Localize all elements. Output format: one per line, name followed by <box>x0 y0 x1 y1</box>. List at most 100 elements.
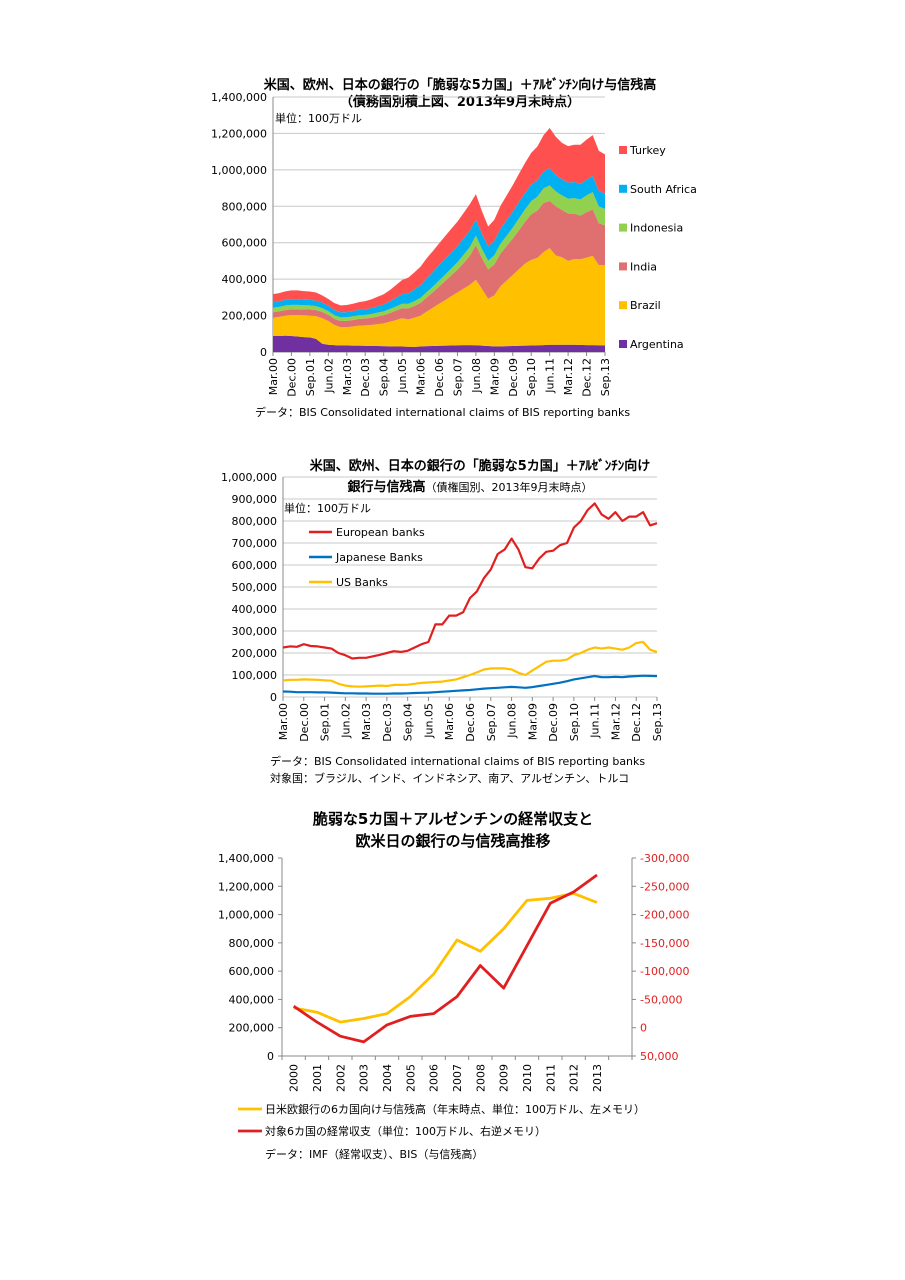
legend-label-turkey: Turkey <box>629 144 666 157</box>
chart2-y-tick-label: 1,000,000 <box>221 471 277 484</box>
chart3-left-tick-label: 600,000 <box>229 965 275 978</box>
chart3-right-tick-label: 50,000 <box>640 1050 679 1063</box>
chart3-x-tick-label: 2011 <box>544 1064 557 1092</box>
chart2-x-tick-label: Dec.03 <box>381 703 394 742</box>
area-south-africa <box>273 168 605 318</box>
chart1-x-tick-label: Sep.07 <box>451 358 464 396</box>
chart1-unit: 単位：100万ドル <box>275 111 362 125</box>
chart3-right-tick-label: -100,000 <box>640 965 689 978</box>
chart2-x-tick-label: Dec.06 <box>464 703 477 742</box>
chart2-source: データ：BIS Consolidated international claim… <box>270 754 645 768</box>
chart1-x-tick-label: Jun.08 <box>470 358 483 394</box>
chart3-left-tick-label: 800,000 <box>229 937 275 950</box>
chart3-left-tick-label: 1,200,000 <box>218 880 274 893</box>
chart3-left-tick-label: 1,000,000 <box>218 909 274 922</box>
chart3-x-tick-label: 2013 <box>591 1064 604 1092</box>
chart2-subtitle: 銀行与信残高（債権国別、2013年9月末時点） <box>347 479 592 495</box>
chart1-x-tick-label: Mar.12 <box>562 358 575 395</box>
chart2-y-tick-label: 800,000 <box>232 515 278 528</box>
legend-label-us-banks: US Banks <box>336 576 388 589</box>
chart1-source: データ：BIS Consolidated international claim… <box>255 405 630 419</box>
chart2-y-tick-label: 300,000 <box>232 625 278 638</box>
chart1-y-tick-label: 1,400,000 <box>211 91 267 104</box>
chart3-right-tick-label: -200,000 <box>640 909 689 922</box>
chart1-x-tick-label: Mar.09 <box>488 358 501 395</box>
chart2-x-axis: Mar.00 Dec.00 Sep.01 Jun.02 Mar.03 Dec.03 Sep.… <box>277 697 664 742</box>
chart3-x-tick-label: 2003 <box>358 1064 371 1092</box>
chart2-x-tick-label: Dec.00 <box>298 703 311 742</box>
chart2-x-tick-label: Sep.04 <box>402 703 415 741</box>
chart3-x-tick-label: 2005 <box>404 1064 417 1092</box>
chart1-x-tick-label: Jun.11 <box>544 358 557 394</box>
chart2-x-tick-label: Mar.12 <box>609 703 622 740</box>
chart1-x-tick-label: Sep.10 <box>525 358 538 396</box>
legend-swatch-turkey <box>619 146 627 154</box>
chart3-x-tick-label: 2012 <box>568 1064 581 1092</box>
area-turkey <box>273 127 605 313</box>
legend-swatch-argentina <box>619 340 627 348</box>
chart2-unit: 単位：100万ドル <box>284 501 371 515</box>
chart2-x-tick-label: Jun.11 <box>589 703 602 739</box>
chart3-legend: 日米欧銀行の6カ国向け与信残高（年末時点、単位：100万ドル、左メモリ） 対象6カ… <box>238 1102 645 1138</box>
legend-swatch-indonesia <box>619 223 627 232</box>
area-indonesia <box>273 185 605 322</box>
chart1-subtitle: （債務国別積上図、2013年9月末時点） <box>340 94 580 110</box>
chart1-y-tick-label: 0 <box>260 346 267 359</box>
chart1-legend: Turkey South Africa Indonesia India Brazil Ar… <box>619 144 697 351</box>
chart2-y-tick-label: 500,000 <box>232 581 278 594</box>
chart1-y-tick-label: 600,000 <box>222 237 268 250</box>
chart2-x-tick-label: Sep.13 <box>651 703 664 741</box>
legend-label-south-africa: South Africa <box>630 183 697 196</box>
chart1-x-tick-label: Mar.00 <box>267 358 280 395</box>
chart2-subtitle-bold: 銀行与信残高 <box>347 479 425 495</box>
chart3-left-axis: 0 200,000 400,000 600,000 800,000 1,000,000 1,… <box>218 852 282 1063</box>
chart1-x-tick-label: Mar.06 <box>415 358 428 395</box>
legend-label-japanese-banks: Japanese Banks <box>335 551 423 564</box>
chart3-frame <box>281 858 633 1057</box>
chart1-x-tick-label: Mar.03 <box>341 358 354 395</box>
line-series-1 <box>293 892 598 1024</box>
chart1-x-tick-label: Jun.05 <box>396 358 409 394</box>
area-argentina <box>273 335 605 352</box>
chart3-title-line2: 欧米日の銀行の与信残高推移 <box>355 832 550 850</box>
banks-line-chart: 米国、欧州、日本の銀行の「脆弱な5カ国」＋ｱﾙｾﾞﾝﾁﾝ向け 銀行与信残高（債権… <box>221 458 664 785</box>
chart3-legend-label-2: 対象6カ国の経常収支（単位：100万ドル、右逆メモリ） <box>265 1124 546 1138</box>
chart2-x-tick-label: Dec.09 <box>547 703 560 742</box>
chart1-x-tick-label: Sep.13 <box>599 358 612 396</box>
legend-swatch-brazil <box>619 301 627 310</box>
stacked-area-chart: 米国、欧州、日本の銀行の「脆弱な5カ国」＋ｱﾙｾﾞﾝﾁﾝ向け与信残高 （債務国別… <box>211 77 697 419</box>
chart3-right-tick-label: -150,000 <box>640 937 689 950</box>
chart3-left-tick-label: 1,400,000 <box>218 852 274 865</box>
chart3-title-line1: 脆弱な5カ国＋アルゼンチンの経常収支と <box>313 810 593 828</box>
chart3-x-axis: 2000 2001 2002 2003 2004 2005 2006 2007 2008 2009… <box>281 1056 633 1092</box>
chart2-y-tick-label: 600,000 <box>232 559 278 572</box>
chart2-x-tick-label: Mar.03 <box>360 703 373 740</box>
legend-label-brazil: Brazil <box>630 299 661 312</box>
chart3-left-tick-label: 0 <box>267 1050 274 1063</box>
chart2-x-tick-label: Mar.09 <box>526 703 539 740</box>
chart2-x-tick-label: Dec.12 <box>630 703 643 742</box>
chart3-x-tick-label: 2008 <box>474 1064 487 1092</box>
chart2-y-tick-label: 400,000 <box>232 603 278 616</box>
chart3-right-tick-label: -50,000 <box>640 993 682 1006</box>
chart1-y-axis: 0 200,000 400,000 600,000 800,000 1,000,000 1,… <box>211 91 267 359</box>
chart2-x-tick-label: Sep.07 <box>485 703 498 741</box>
chart2-x-tick-label: Jun.02 <box>339 703 352 739</box>
chart2-x-tick-label: Mar.00 <box>277 703 290 740</box>
chart3-x-tick-label: 2006 <box>428 1064 441 1092</box>
chart1-areas <box>273 127 605 352</box>
chart1-x-tick-label: Dec.12 <box>581 358 594 397</box>
chart1-x-tick-label: Sep.04 <box>378 358 391 396</box>
chart2-lines <box>282 502 658 695</box>
chart2-x-tick-label: Mar.06 <box>443 703 456 740</box>
chart2-note: 対象国：ブラジル、インド、インドネシア、南ア、アルゼンチン、トルコ <box>270 771 629 785</box>
chart1-x-tick-label: Dec.00 <box>285 358 298 397</box>
chart2-y-tick-label: 0 <box>270 691 277 704</box>
chart3-left-tick-label: 200,000 <box>229 1022 275 1035</box>
legend-label-indonesia: Indonesia <box>630 222 683 235</box>
area-india <box>273 200 605 328</box>
chart2-y-tick-label: 900,000 <box>232 493 278 506</box>
chart1-y-tick-label: 200,000 <box>222 310 268 323</box>
chart3-right-axis: 50,000 0 -50,000 -100,000 -150,000 -200,000 -2… <box>632 852 689 1063</box>
chart3-source: データ：IMF（経常収支）、BIS（与信残高） <box>265 1147 483 1161</box>
